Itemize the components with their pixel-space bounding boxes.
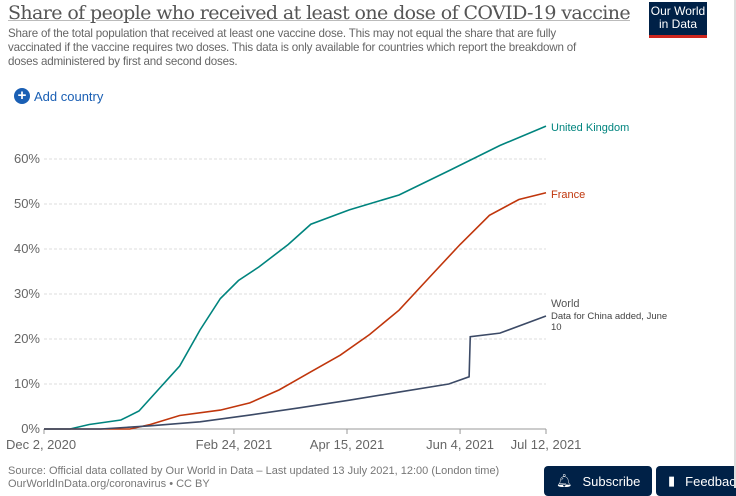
annotation-line: Data for China added, June: [551, 311, 667, 322]
bell-icon: 🔔︎: [556, 473, 573, 488]
y-tick-label: 50%: [14, 196, 40, 211]
scrollbar[interactable]: [734, 0, 736, 488]
chart-subtitle: Share of the total population that recei…: [8, 27, 576, 68]
x-tick-label: Dec 2, 2020: [6, 437, 76, 452]
subscribe-label: Subscribe: [582, 473, 641, 489]
y-tick-label: 20%: [14, 331, 40, 346]
y-tick-label: 30%: [14, 286, 40, 301]
plus-icon: +: [14, 88, 30, 104]
series-line-world: [44, 315, 547, 430]
add-country-label: Add country: [34, 88, 104, 104]
line-chart: 0% 10% 20% 30% 40% 50% 60% Dec 2, 2020 Feb 24, 2…: [6, 122, 667, 452]
annotation-line: 10: [551, 322, 562, 333]
x-tick-label: Jun 4, 2021: [426, 437, 494, 452]
series-label: United Kingdom: [551, 122, 629, 134]
source-text: Source: Official data collated by Our Wo…: [8, 465, 500, 477]
series-line-france: [44, 191, 547, 430]
series-line-united-kingdom: [44, 125, 547, 430]
source-link[interactable]: OurWorldInData.org/coronavirus • CC BY: [8, 478, 210, 490]
y-tick-label: 60%: [14, 151, 40, 166]
series-label: World: [551, 298, 580, 310]
y-tick-label: 10%: [14, 376, 40, 391]
x-tick-label: Feb 24, 2021: [196, 437, 273, 452]
subscribe-button[interactable]: 🔔︎ Subscribe: [544, 466, 653, 496]
y-tick-label: 40%: [14, 241, 40, 256]
x-tick-label: Apr 15, 2021: [310, 437, 384, 452]
feedback-button[interactable]: ▮ Feedback: [656, 466, 736, 496]
x-tick-label: Jul 12, 2021: [511, 437, 582, 452]
owid-logo[interactable]: Our World in Data: [649, 2, 707, 38]
series-label: France: [551, 189, 585, 201]
source-note: Source: Official data collated by Our Wo…: [8, 465, 499, 491]
chart-title: Share of people who received at least on…: [8, 2, 631, 24]
feedback-label: Feedback: [685, 473, 736, 489]
comment-icon: ▮: [668, 473, 676, 488]
add-country-button[interactable]: + Add country: [14, 88, 103, 104]
y-tick-label: 0%: [21, 421, 40, 436]
